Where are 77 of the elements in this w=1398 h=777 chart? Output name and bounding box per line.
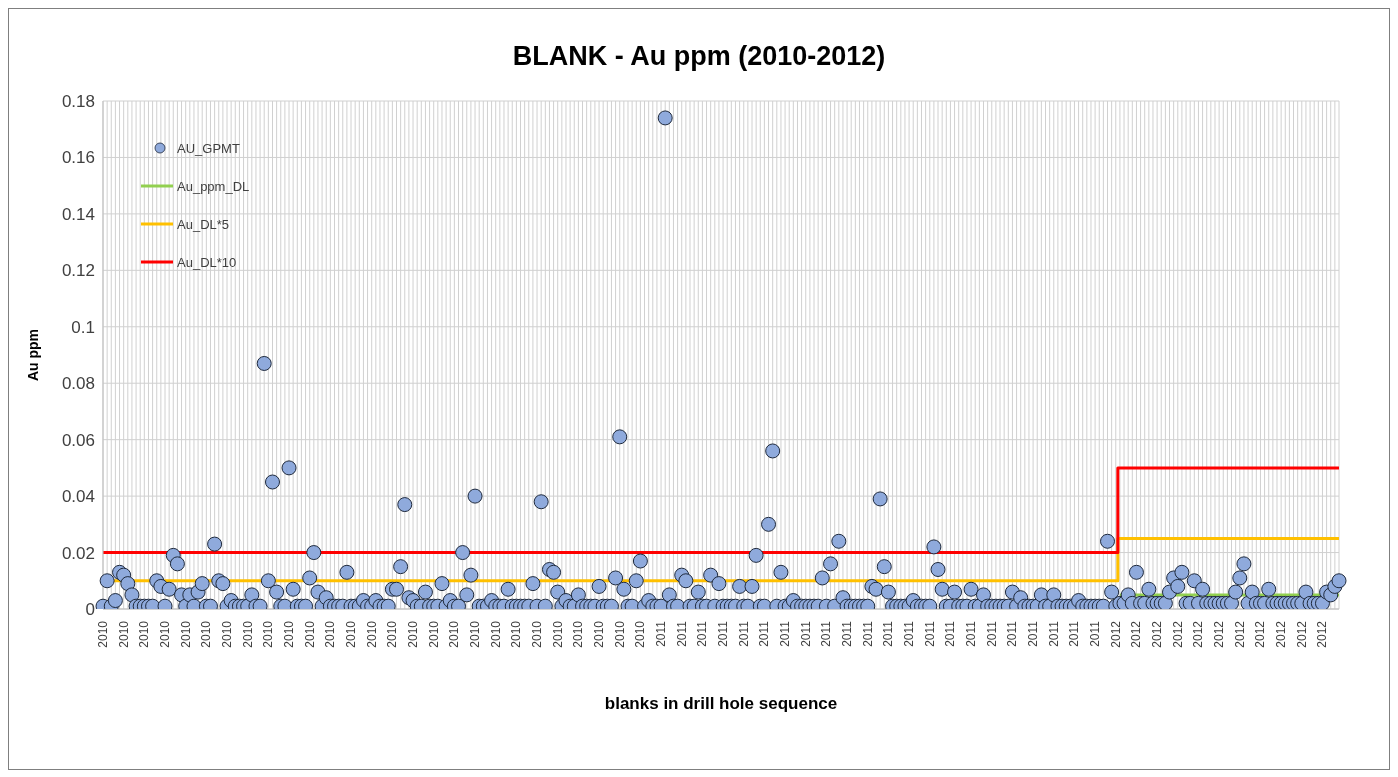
x-tick-label: 2010 bbox=[344, 620, 359, 648]
x-tick-label: 2010 bbox=[240, 620, 255, 648]
x-tick-label: 2011 bbox=[798, 620, 813, 647]
x-tick-label: 2011 bbox=[757, 620, 772, 647]
x-tick-label: 2012 bbox=[1108, 620, 1123, 648]
x-tick-label: 2010 bbox=[199, 620, 214, 648]
x-tick-label: 2010 bbox=[612, 620, 627, 648]
y-tick-label: 0.08 bbox=[61, 374, 95, 394]
x-tick-label: 2012 bbox=[1170, 620, 1185, 648]
x-tick-label: 2011 bbox=[943, 620, 958, 647]
y-tick-label: 0.02 bbox=[61, 543, 95, 563]
x-tick-label: 2011 bbox=[1067, 620, 1082, 647]
x-tick-label: 2010 bbox=[137, 620, 152, 648]
x-tick-label: 2010 bbox=[302, 620, 317, 648]
x-tick-label: 2011 bbox=[860, 620, 875, 647]
x-tick-label: 2011 bbox=[819, 620, 834, 647]
x-tick-label: 2011 bbox=[881, 620, 896, 647]
legend-label: AU_GPMT bbox=[177, 140, 240, 156]
x-tick-label: 2012 bbox=[1129, 620, 1144, 648]
x-tick-label: 2010 bbox=[364, 620, 379, 648]
x-tick-label: 2010 bbox=[158, 620, 173, 648]
y-tick-label: 0.18 bbox=[61, 92, 95, 112]
y-tick-label: 0 bbox=[85, 600, 95, 620]
x-tick-label: 2011 bbox=[674, 620, 689, 647]
x-tick-label: 2012 bbox=[1232, 620, 1247, 648]
x-tick-label: 2011 bbox=[1046, 620, 1061, 647]
y-axis-title: Au ppm bbox=[24, 328, 41, 382]
x-tick-label: 2011 bbox=[1088, 620, 1103, 647]
x-tick-label: 2011 bbox=[964, 620, 979, 647]
x-tick-label: 2010 bbox=[550, 620, 565, 648]
x-tick-label: 2011 bbox=[922, 620, 937, 647]
chart-title: BLANK - Au ppm (2010-2012) bbox=[511, 41, 887, 72]
x-tick-label: 2012 bbox=[1212, 620, 1227, 648]
x-tick-label: 2010 bbox=[385, 620, 400, 648]
x-tick-label: 2010 bbox=[633, 620, 648, 648]
x-tick-label: 2011 bbox=[840, 620, 855, 647]
x-tick-label: 2012 bbox=[1315, 620, 1330, 648]
y-tick-label: 0.16 bbox=[61, 148, 95, 168]
x-tick-label: 2010 bbox=[571, 620, 586, 648]
y-tick-label: 0.04 bbox=[61, 487, 95, 507]
x-tick-label: 2012 bbox=[1150, 620, 1165, 648]
x-tick-label: 2010 bbox=[488, 620, 503, 648]
y-tick-label: 0.12 bbox=[61, 261, 95, 281]
x-tick-label: 2011 bbox=[1026, 620, 1041, 647]
y-tick-label: 0.14 bbox=[61, 204, 95, 224]
x-axis-title: blanks in drill hole sequence bbox=[604, 694, 838, 713]
x-tick-label: 2012 bbox=[1274, 620, 1289, 648]
x-tick-label: 2011 bbox=[654, 620, 669, 647]
x-tick-label: 2010 bbox=[116, 620, 131, 648]
legend-label: Au_ppm_DL bbox=[177, 178, 250, 194]
x-tick-label: 2011 bbox=[778, 620, 793, 647]
x-tick-label: 2010 bbox=[323, 620, 338, 648]
x-tick-label: 2012 bbox=[1191, 620, 1206, 648]
x-tick-label: 2010 bbox=[220, 620, 235, 648]
y-tick-label: 0.1 bbox=[71, 317, 95, 337]
x-tick-label: 2010 bbox=[96, 620, 110, 648]
x-tick-label: 2011 bbox=[902, 620, 917, 647]
x-tick-label: 2011 bbox=[1005, 620, 1020, 647]
x-tick-label: 2010 bbox=[530, 620, 545, 648]
x-tick-label: 2011 bbox=[984, 620, 999, 647]
x-tick-label: 2011 bbox=[716, 620, 731, 647]
x-tick-label: 2010 bbox=[447, 620, 462, 648]
x-tick-label: 2010 bbox=[592, 620, 607, 648]
x-tick-label: 2010 bbox=[406, 620, 421, 648]
x-tick-label: 2010 bbox=[178, 620, 193, 648]
x-tick-label: 2010 bbox=[509, 620, 524, 648]
x-tick-label: 2012 bbox=[1253, 620, 1268, 648]
x-tick-label: 2010 bbox=[282, 620, 297, 648]
y-tick-label: 0.06 bbox=[61, 430, 95, 450]
legend-label: Au_DL*5 bbox=[177, 216, 230, 232]
x-tick-label: 2011 bbox=[695, 620, 710, 647]
x-tick-label: 2010 bbox=[261, 620, 276, 648]
x-tick-label: 2011 bbox=[736, 620, 751, 647]
legend-label: Au_DL*10 bbox=[177, 254, 237, 270]
x-tick-label: 2012 bbox=[1294, 620, 1309, 648]
x-tick-label: 2010 bbox=[468, 620, 483, 648]
x-tick-label: 2010 bbox=[426, 620, 441, 648]
